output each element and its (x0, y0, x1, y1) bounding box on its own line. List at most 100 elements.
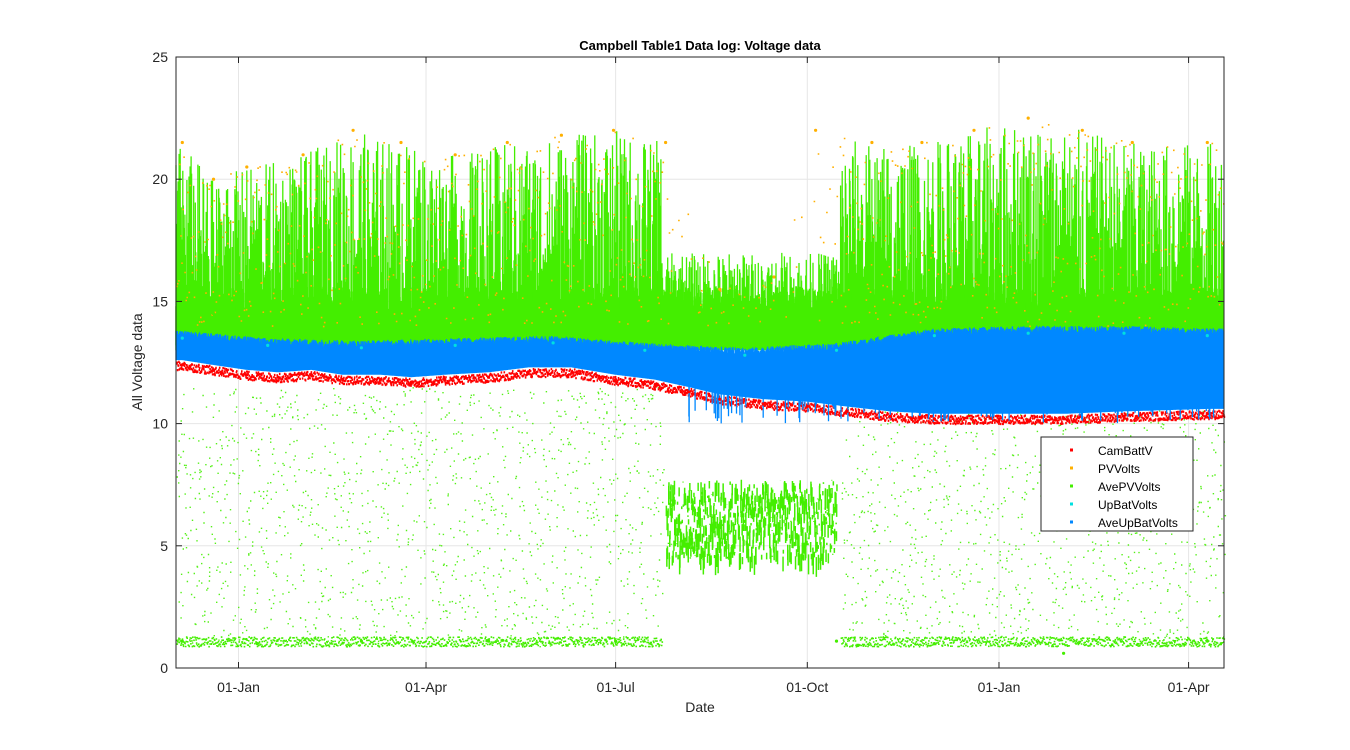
point-AvePVVolts-7 (551, 312, 555, 316)
ave-pv-volts-gap-band (665, 479, 838, 577)
point-PVVolts-9 (611, 128, 616, 132)
point-AvePVVolts-14 (878, 336, 882, 340)
y-tick-label: 25 (152, 49, 168, 65)
point-AvePVVolts-18 (1122, 324, 1126, 328)
point-AveUpBatVolts-0 (180, 348, 184, 352)
point-PVVolts-18 (1080, 128, 1084, 132)
x-tick-label: 01-Jan (217, 679, 260, 695)
point-CamBattV-13 (653, 382, 657, 387)
legend-label: UpBatVolts (1098, 498, 1157, 512)
point-AveUpBatVolts-5 (643, 363, 647, 367)
y-tick-label: 15 (152, 293, 168, 309)
point-CamBattV-4 (309, 373, 313, 377)
point-CamBattV-6 (378, 378, 382, 382)
point-CamBattV-24 (1205, 412, 1209, 416)
legend: CamBattV PVVolts AvePVVolts UpBatVolts AveUp… (1040, 436, 1194, 532)
point-AvePVVolts-5 (424, 319, 428, 323)
y-tick-label: 10 (152, 416, 168, 432)
y-tick-label: 20 (152, 171, 168, 187)
point-PVVolts-2 (245, 165, 249, 169)
y-tick-labels: 0 5 10 15 20 25 (152, 49, 168, 676)
x-tick-label: 01-Jul (597, 679, 635, 695)
legend-label: AvePVVolts (1098, 480, 1160, 494)
point-UpBatVolts-11 (1205, 334, 1209, 338)
point-UpBatVolts-1 (266, 343, 270, 347)
point-CamBattV-17 (805, 404, 809, 409)
point-CamBattV-2 (245, 373, 249, 377)
point-UpBatVolts-7 (834, 348, 839, 352)
point-CamBattV-15 (718, 397, 722, 401)
point-AveUpBatVolts-11 (1205, 368, 1209, 372)
point-AvePVVolts-9 (653, 324, 657, 328)
x-tick-label: 01-Oct (786, 679, 828, 695)
axes-box (175, 56, 1225, 669)
point-AvePVVolts-19 (1205, 639, 1209, 643)
point-PVVolts-16 (972, 128, 976, 132)
point-AvePVVolts-13 (834, 639, 839, 643)
point-AvePVVolts-16 (997, 312, 1001, 316)
x-tick-label: 01-Apr (1168, 679, 1210, 695)
point-PVVolts-17 (1026, 116, 1030, 120)
point-PVVolts-5 (399, 140, 403, 145)
point-AvePVVolts-17 (1062, 651, 1066, 655)
point-PVVolts-12 (772, 275, 776, 279)
legend-label: AveUpBatVolts (1098, 516, 1178, 530)
point-CamBattV-5 (341, 378, 345, 382)
point-AveUpBatVolts-10 (1122, 365, 1126, 369)
point-AvePVVolts-3 (301, 324, 305, 328)
point-PVVolts-11 (718, 287, 722, 291)
point-AvePVVolts-2 (255, 642, 259, 646)
point-AveUpBatVolts-2 (359, 358, 363, 362)
point-AveUpBatVolts-7 (834, 368, 839, 372)
y-tick-label: 5 (160, 538, 168, 554)
legend-label: CamBattV (1098, 444, 1153, 458)
point-AvePVVolts-4 (359, 639, 363, 643)
point-CamBattV-22 (1062, 417, 1066, 421)
point-AvePVVolts-6 (486, 639, 491, 643)
point-PVVolts-20 (1205, 140, 1209, 145)
point-UpBatVolts-8 (932, 334, 937, 338)
point-CamBattV-14 (686, 390, 691, 394)
legend-marker (1070, 466, 1073, 470)
point-CamBattV-19 (889, 414, 893, 418)
point-CamBattV-23 (1122, 414, 1126, 418)
point-UpBatVolts-2 (359, 346, 363, 350)
point-UpBatVolts-5 (643, 348, 647, 352)
axis-ticks (176, 56, 1224, 669)
legend-marker (1070, 448, 1073, 452)
point-PVVolts-1 (211, 177, 216, 181)
point-AvePVVolts-11 (743, 519, 747, 524)
point-PVVolts-3 (301, 153, 305, 157)
y-tick-label: 0 (160, 660, 168, 676)
point-CamBattV-0 (180, 363, 184, 367)
point-CamBattV-21 (997, 417, 1001, 421)
point-CamBattV-9 (486, 375, 491, 379)
point-CamBattV-8 (443, 378, 447, 382)
point-PVVolts-6 (453, 153, 457, 157)
point-CamBattV-16 (761, 402, 766, 406)
point-AveUpBatVolts-4 (551, 353, 555, 357)
chart-title: Campbell Table1 Data log: Voltage data (579, 38, 821, 53)
ave-pv-volts-baseline (176, 636, 1226, 648)
point-CamBattV-11 (570, 370, 574, 374)
point-UpBatVolts-9 (1026, 331, 1030, 335)
point-PVVolts-8 (559, 133, 564, 137)
point-PVVolts-19 (1130, 140, 1134, 145)
x-tick-labels: 01-Jan 01-Apr 01-Jul 01-Oct 01-Jan 01-Apr (217, 679, 1210, 695)
point-AveUpBatVolts-8 (932, 373, 937, 377)
point-PVVolts-4 (351, 128, 355, 132)
x-axis-label: Date (685, 699, 715, 715)
y-axis-label: All Voltage data (129, 313, 145, 411)
point-AvePVVolts-10 (697, 507, 701, 511)
x-tick-label: 01-Jan (978, 679, 1021, 695)
legend-marker (1070, 520, 1073, 524)
point-CamBattV-12 (614, 378, 618, 382)
point-AveUpBatVolts-9 (1026, 368, 1030, 372)
data-bands (175, 124, 1227, 648)
point-UpBatVolts-6 (743, 353, 747, 357)
point-AvePVVolts-8 (614, 639, 618, 643)
point-CamBattV-18 (845, 409, 849, 413)
point-AveUpBatVolts-6 (743, 378, 747, 382)
cam-batt-v-points (176, 360, 1226, 426)
